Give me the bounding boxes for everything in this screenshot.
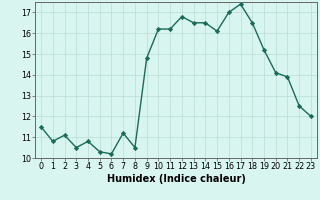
X-axis label: Humidex (Indice chaleur): Humidex (Indice chaleur) bbox=[107, 174, 245, 184]
